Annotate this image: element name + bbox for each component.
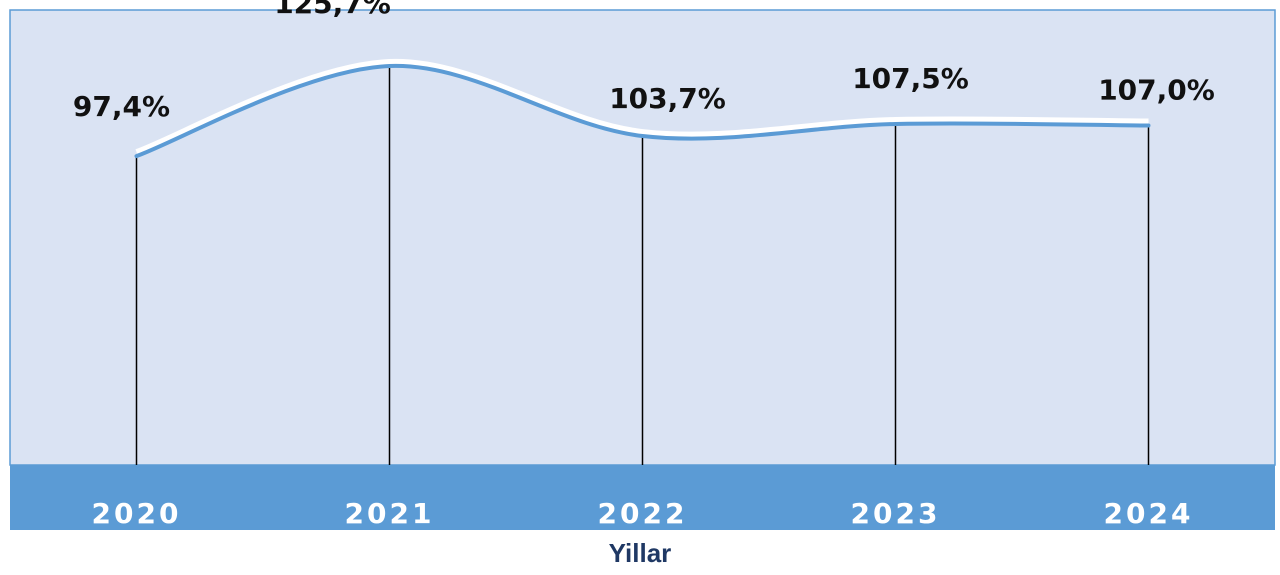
line: [134, 64, 1151, 159]
x-tick-label: 2022: [598, 497, 688, 530]
data-label: 107,5%: [852, 62, 969, 95]
x-tick-label: 2024: [1104, 497, 1194, 530]
data-label: 125,7%: [274, 0, 391, 20]
x-axis-label: Yillar: [609, 538, 672, 568]
data-label: 97,4%: [73, 90, 170, 123]
axis-band: [10, 465, 1275, 530]
line-highlight: [135, 59, 1149, 155]
x-tick-label: 2020: [92, 497, 182, 530]
data-label: 103,7%: [609, 82, 726, 115]
x-tick-label: 2023: [851, 497, 941, 530]
data-label: 107,0%: [1098, 74, 1215, 107]
x-tick-label: 2021: [345, 497, 435, 530]
